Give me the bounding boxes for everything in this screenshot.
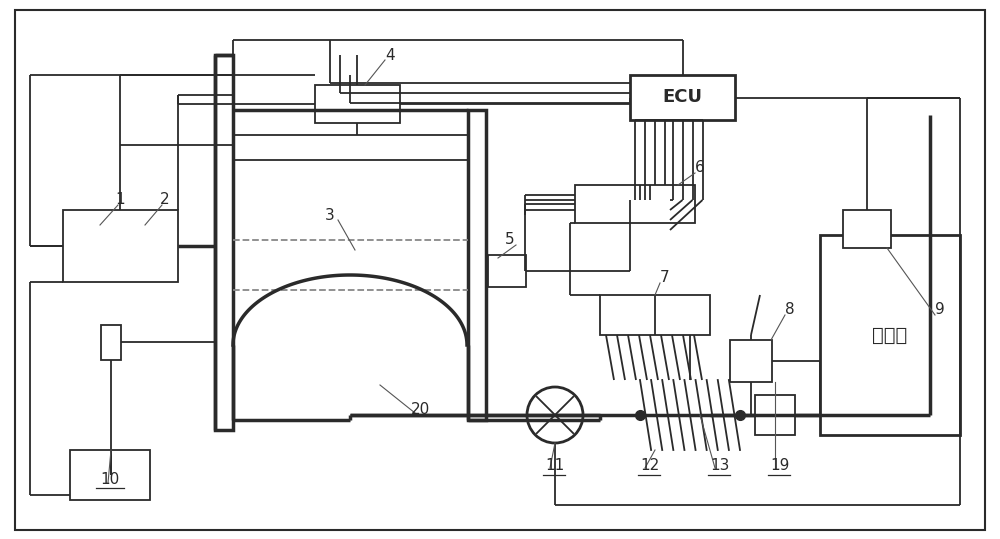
Text: 10: 10 — [100, 473, 120, 487]
Text: 8: 8 — [785, 302, 795, 317]
Text: 汽油机: 汽油机 — [872, 326, 908, 344]
Bar — [755, 395, 795, 435]
Text: 2: 2 — [160, 192, 170, 208]
Bar — [101, 325, 121, 360]
Bar — [80, 225, 122, 267]
Bar — [128, 225, 170, 267]
Text: 1: 1 — [115, 192, 125, 208]
Text: 12: 12 — [640, 458, 660, 473]
Bar — [315, 85, 400, 123]
Text: 9: 9 — [935, 302, 945, 317]
Bar — [70, 450, 150, 500]
Bar — [820, 235, 960, 435]
Text: 11: 11 — [545, 458, 565, 473]
Bar — [630, 75, 735, 120]
Text: 3: 3 — [325, 208, 335, 223]
Bar — [488, 255, 526, 287]
Bar — [730, 340, 772, 382]
Bar — [843, 210, 891, 248]
Text: 20: 20 — [410, 403, 430, 418]
Text: 13: 13 — [710, 458, 730, 473]
Text: 19: 19 — [770, 458, 790, 473]
Text: 6: 6 — [695, 161, 705, 176]
Bar — [63, 210, 178, 282]
Text: ECU: ECU — [662, 88, 702, 107]
Bar — [600, 295, 710, 335]
Text: 7: 7 — [660, 271, 670, 286]
Bar — [215, 55, 233, 430]
Text: 5: 5 — [505, 232, 515, 247]
Text: 4: 4 — [385, 47, 395, 63]
Bar — [468, 110, 486, 420]
Bar — [575, 185, 695, 223]
